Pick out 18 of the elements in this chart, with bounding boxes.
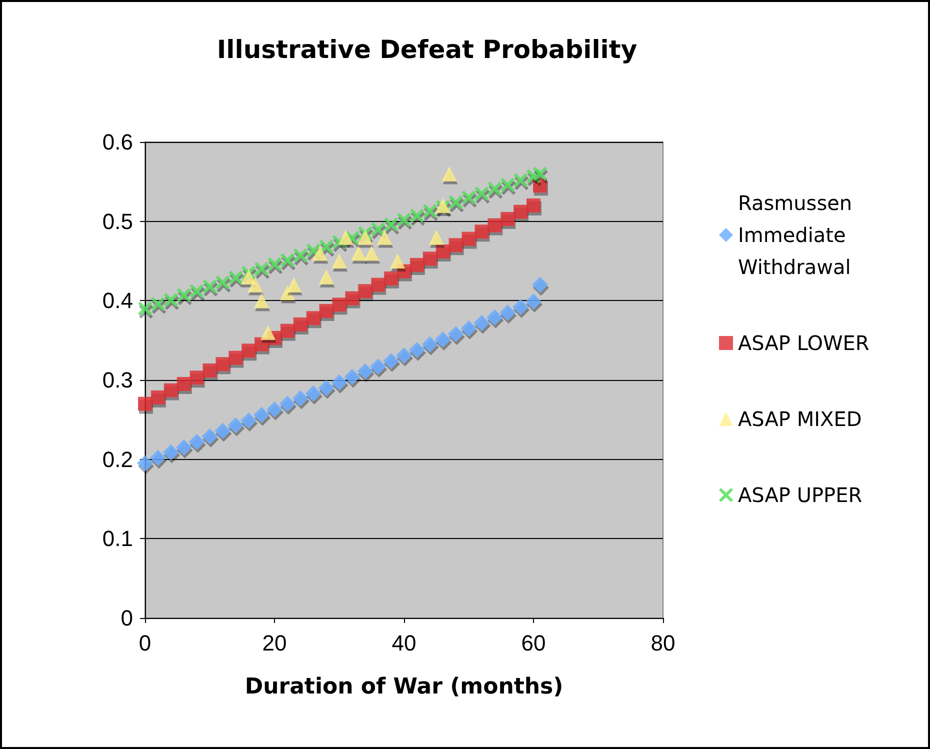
- y-tick-label: 0.3: [102, 368, 133, 392]
- y-tick-label: 0.4: [102, 288, 133, 314]
- x-tick-label: 60: [521, 630, 546, 656]
- legend-label: ASAP MIXED: [738, 407, 862, 431]
- x-tick-label: 0: [138, 630, 152, 656]
- legend-label: Rasmussen Immediate Withdrawal: [738, 191, 852, 279]
- chart-title: Illustrative Defeat Probability: [216, 35, 638, 64]
- y-tick-label: 0.6: [102, 130, 133, 154]
- x-axis-title: Duration of War (months): [244, 674, 564, 700]
- x-tick-label: 20: [262, 630, 287, 656]
- legend-label: ASAP UPPER: [738, 483, 862, 507]
- y-tick-label: 0.2: [102, 446, 133, 472]
- y-tick-label: 0.5: [102, 208, 133, 234]
- y-tick-label: 0: [120, 606, 133, 630]
- x-tick-label: 80: [650, 630, 676, 656]
- x-tick-label: 40: [392, 630, 416, 656]
- y-tick-label: 0.1: [102, 526, 133, 552]
- legend-label: ASAP LOWER: [738, 331, 870, 355]
